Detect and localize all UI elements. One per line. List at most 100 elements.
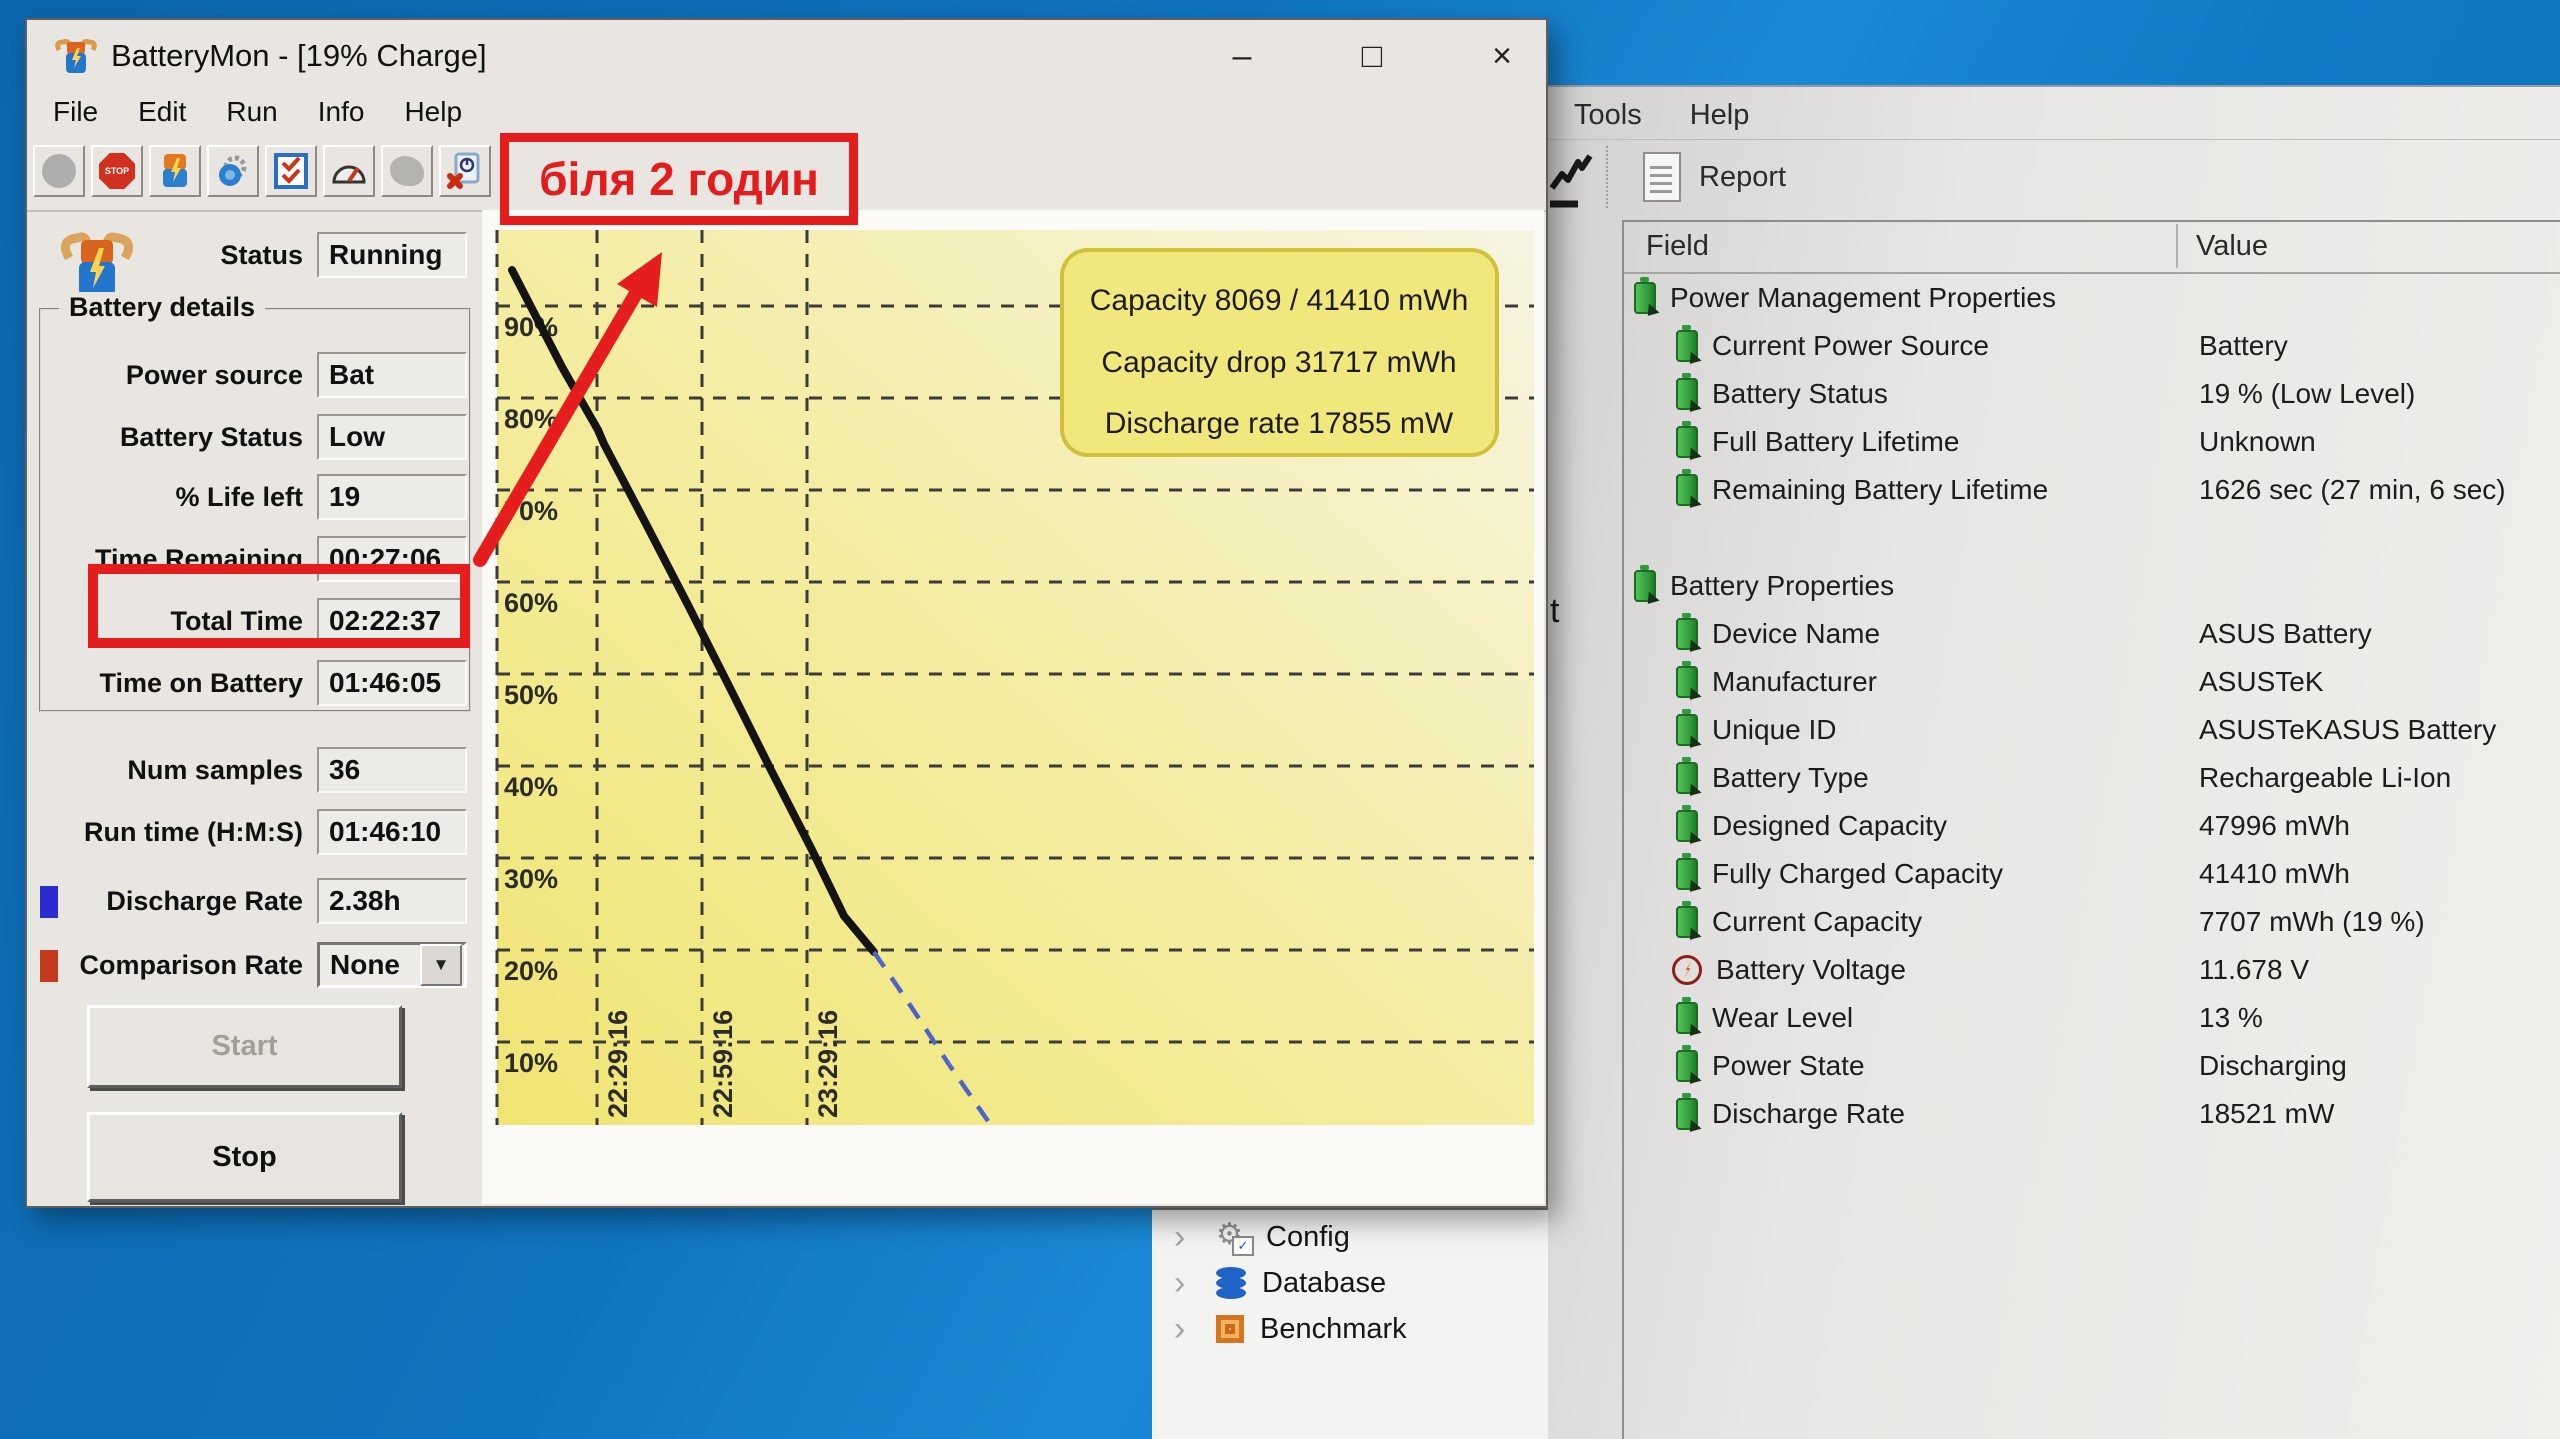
comparison-rate-select[interactable]: None ▼ (317, 942, 467, 988)
maximize-button[interactable]: □ (1361, 36, 1383, 75)
battery-green-icon (1634, 565, 1656, 602)
field-name: Power State (1712, 1050, 1865, 1081)
report-button[interactable]: Report (1643, 144, 1786, 210)
column-divider[interactable] (2176, 224, 2178, 268)
table-section-row[interactable]: Battery Properties (1624, 562, 2560, 610)
record-icon (42, 154, 76, 188)
menu-info[interactable]: Info (317, 96, 365, 127)
table-row[interactable]: Power State Discharging (1624, 1042, 2560, 1090)
column-header-field[interactable]: Field (1646, 230, 1709, 262)
battery-green-icon (1676, 325, 1698, 362)
settings-button[interactable] (207, 145, 259, 197)
menu-help[interactable]: Help (404, 96, 463, 127)
table-row[interactable]: Remaining Battery Lifetime 1626 sec (27 … (1624, 466, 2560, 514)
field-name: Remaining Battery Lifetime (1712, 474, 2049, 505)
life-left-row: % Life left 19 (27, 474, 467, 520)
menu-edit[interactable]: Edit (138, 96, 187, 127)
start-button[interactable]: Start (87, 1005, 402, 1088)
report-document-icon (1643, 152, 1681, 202)
field-value: ASUSTeK (2199, 666, 2324, 697)
report-button-label: Report (1699, 160, 1787, 193)
table-row[interactable]: Battery Voltage 11.678 V (1624, 946, 2560, 994)
config-icon: ⚙ (1216, 1220, 1254, 1256)
benchmark-icon (1216, 1315, 1244, 1343)
menu-help[interactable]: Help (1689, 98, 1750, 131)
partial-text: t (1550, 592, 1560, 630)
table-row[interactable]: Discharge Rate 18521 mW (1624, 1090, 2560, 1138)
field-name: Designed Capacity (1712, 810, 1948, 841)
field-name: Battery Status (1712, 378, 1888, 409)
gear-icon (219, 155, 247, 186)
battery-tool-button[interactable] (149, 145, 201, 197)
table-row[interactable]: Unique ID ASUSTeKASUS Battery (1624, 706, 2560, 754)
tree-item-label[interactable]: Database (1262, 1266, 1387, 1299)
menu-file[interactable]: File (53, 96, 99, 127)
table-row[interactable]: Current Power Source Battery (1624, 322, 2560, 370)
chevron-right-icon[interactable]: › (1174, 1263, 1186, 1302)
run-time-row: Run time (H:M:S) 01:46:10 (27, 809, 467, 855)
minimize-button[interactable]: – (1232, 36, 1252, 75)
chevron-right-icon[interactable]: › (1174, 1217, 1186, 1256)
tree-item-label[interactable]: Config (1266, 1220, 1350, 1253)
y-tick: 50% (504, 680, 558, 710)
field-name: Fully Charged Capacity (1712, 858, 2004, 889)
benchmark-gauge-button[interactable] (323, 145, 375, 197)
battery-color-icon (163, 154, 187, 187)
comparison-rate-value: None (330, 949, 400, 980)
table-row[interactable]: Battery Type Rechargeable Li-Ion (1624, 754, 2560, 802)
battery-status-row: Battery Status Low (27, 414, 467, 460)
life-left-label: % Life left (175, 481, 303, 512)
close-button[interactable]: × (1492, 36, 1512, 75)
dropdown-arrow-icon[interactable]: ▼ (420, 944, 462, 986)
stop-button[interactable]: Stop (87, 1112, 402, 1202)
menubar: File Edit Run Info Help (27, 92, 1546, 132)
field-value: Rechargeable Li-Ion (2199, 762, 2452, 793)
record-button[interactable] (33, 145, 85, 197)
comparison-rate-marker (40, 950, 58, 982)
power-source-label: Power source (125, 359, 303, 390)
schedule-button[interactable] (439, 145, 491, 197)
table-section-row[interactable]: Power Management Properties (1624, 274, 2560, 322)
battery-green-icon (1676, 421, 1698, 458)
menu-tools[interactable]: Tools (1574, 98, 1642, 131)
field-name: Current Power Source (1712, 330, 1990, 361)
section-title: Battery Properties (1670, 570, 1895, 601)
table-row[interactable]: Wear Level 13 % (1624, 994, 2560, 1042)
num-samples-label: Num samples (127, 754, 303, 785)
field-value: Battery (2199, 330, 2288, 361)
table-row[interactable]: Fully Charged Capacity 41410 mWh (1624, 850, 2560, 898)
battery-details-group-label: Battery details (59, 292, 266, 323)
battery-status-label: Battery Status (119, 421, 303, 452)
run-time-value: 01:46:10 (317, 809, 467, 855)
table-row[interactable]: Designed Capacity 47996 mWh (1624, 802, 2560, 850)
title-bar[interactable]: BatteryMon - [19% Charge] – □ × (27, 20, 1546, 92)
table-row[interactable]: Device Name ASUS Battery (1624, 610, 2560, 658)
battery-summary-panel: Status Running Battery details Power sou… (27, 210, 482, 1206)
stop-button-toolbar[interactable]: STOP (91, 145, 143, 197)
x-tick: 22:59:16 (708, 1010, 738, 1118)
map-button[interactable] (381, 145, 433, 197)
field-name: Battery Voltage (1716, 954, 1906, 985)
table-row[interactable]: Current Capacity 7707 mWh (19 %) (1624, 898, 2560, 946)
table-row[interactable]: Battery Status 19 % (Low Level) (1624, 370, 2560, 418)
discharge-rate-label: Discharge Rate (106, 885, 303, 916)
table-row[interactable]: Full Battery Lifetime Unknown (1624, 418, 2560, 466)
menu-run[interactable]: Run (226, 96, 278, 127)
window-title: BatteryMon - [19% Charge] (111, 38, 487, 73)
chart-line-icon[interactable] (1548, 148, 1600, 210)
y-tick: 70% (504, 496, 558, 526)
field-name: Manufacturer (1712, 666, 1877, 697)
checklist-button[interactable] (265, 145, 317, 197)
annotation-note-text: біля 2 годин (539, 153, 819, 205)
chevron-right-icon[interactable]: › (1174, 1309, 1186, 1348)
table-row[interactable]: Manufacturer ASUSTeK (1624, 658, 2560, 706)
gray-shape-icon (390, 156, 424, 186)
power-source-row: Power source Bat (27, 352, 467, 398)
tree-item-benchmark[interactable]: › Benchmark (1152, 1306, 1548, 1352)
column-header-value[interactable]: Value (2196, 230, 2269, 262)
battery-green-icon (1676, 709, 1698, 746)
x-tick: 23:29:16 (813, 1010, 843, 1118)
tree-item-label[interactable]: Benchmark (1260, 1312, 1407, 1345)
tree-item-database[interactable]: › Database (1152, 1260, 1548, 1306)
tree-item-config[interactable]: › ⚙ Config (1152, 1214, 1548, 1260)
